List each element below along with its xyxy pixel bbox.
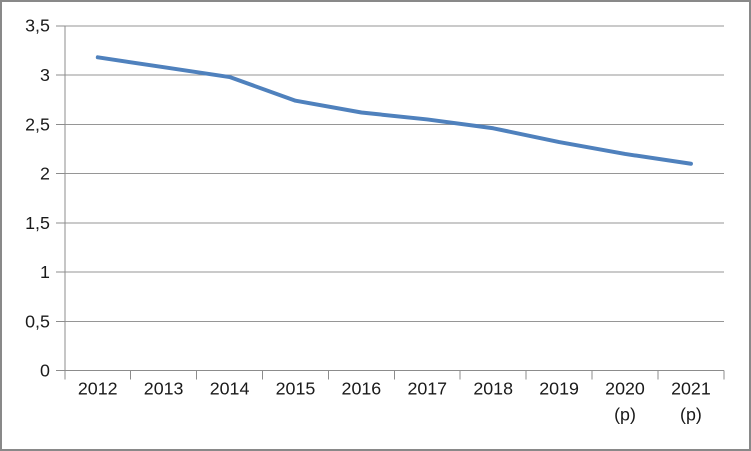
x-tick-label: 2015 bbox=[276, 378, 316, 398]
y-tick-label: 0,5 bbox=[25, 311, 50, 331]
x-tick-label: 2012 bbox=[78, 378, 118, 398]
y-tick-label: 1,5 bbox=[25, 213, 50, 233]
y-tick-label: 3 bbox=[40, 65, 50, 85]
x-tick-label: 2017 bbox=[407, 378, 447, 398]
x-tick-note: (p) bbox=[680, 404, 702, 424]
y-tick-label: 1 bbox=[40, 262, 50, 282]
y-tick-label: 3,5 bbox=[25, 16, 50, 36]
x-tick-note: (p) bbox=[614, 404, 636, 424]
x-tick-label: 2018 bbox=[473, 378, 513, 398]
y-tick-label: 2 bbox=[40, 164, 50, 184]
x-tick-label: 2021 bbox=[671, 378, 711, 398]
x-tick-label: 2020 bbox=[605, 378, 645, 398]
y-tick-label: 2,5 bbox=[25, 114, 50, 134]
x-tick-label: 2014 bbox=[210, 378, 250, 398]
data-series-line bbox=[95, 55, 693, 166]
x-tick-label: 2016 bbox=[342, 378, 382, 398]
x-tick-label: 2013 bbox=[144, 378, 184, 398]
x-tick-label: 2019 bbox=[539, 378, 579, 398]
y-tick-label: 0 bbox=[40, 361, 50, 381]
